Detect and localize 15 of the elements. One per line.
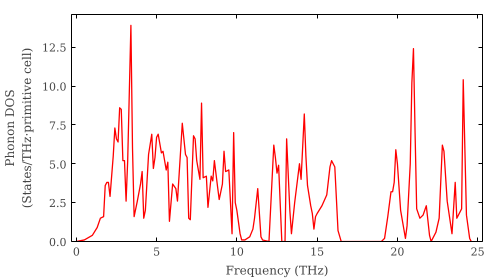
y-tick-label: 7.5 [49, 119, 67, 132]
line-series [76, 24, 472, 242]
x-tick-label: 25 [470, 246, 485, 258]
y-tick-label: 10.0 [42, 80, 67, 94]
y-tick-label: 2.5 [49, 197, 67, 210]
x-tick-label: 0 [72, 246, 80, 258]
x-tick-label: 5 [153, 246, 160, 258]
y-axis-title: Phonon DOS (States/THz·primitive cell) [3, 48, 34, 208]
y-tick-label: 5.0 [49, 158, 67, 172]
x-tick-label: 10 [230, 246, 244, 258]
x-tick-label: 20 [390, 246, 404, 258]
y-tick-label: 0.0 [49, 236, 67, 249]
x-axis-title: Frequency (THz) [226, 264, 328, 278]
x-tick-label: 15 [310, 246, 324, 258]
y-tick-label: 12.5 [42, 42, 67, 55]
